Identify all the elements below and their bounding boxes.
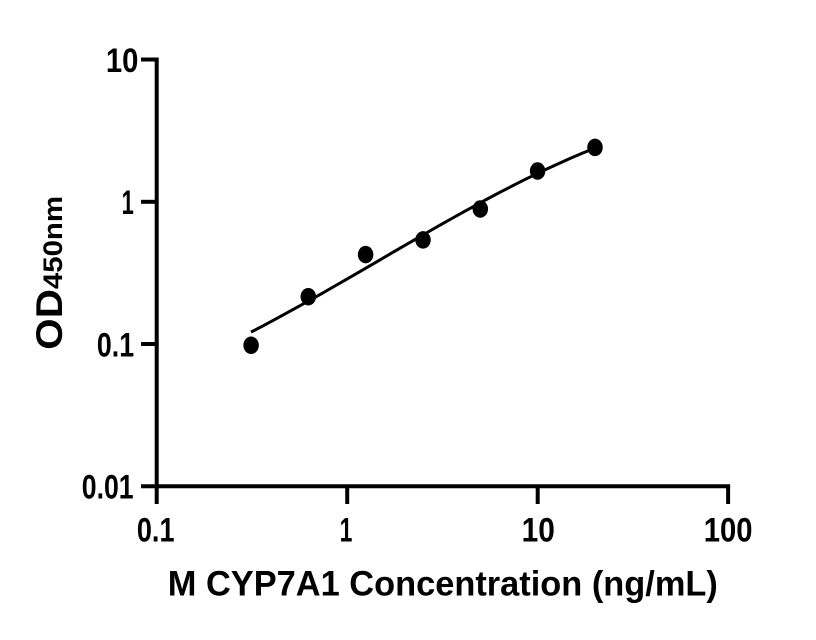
svg-text:0.1: 0.1 — [137, 510, 175, 549]
svg-text:OD450nm: OD450nm — [30, 196, 71, 350]
svg-text:10: 10 — [522, 510, 555, 548]
svg-text:0.1: 0.1 — [97, 326, 134, 364]
svg-text:10: 10 — [106, 41, 139, 80]
svg-text:M CYP7A1 Concentration (ng/mL): M CYP7A1 Concentration (ng/mL) — [168, 565, 718, 603]
svg-text:1: 1 — [340, 512, 353, 550]
svg-text:0.01: 0.01 — [82, 469, 134, 507]
svg-text:1: 1 — [122, 184, 134, 222]
svg-text:100: 100 — [704, 510, 753, 549]
